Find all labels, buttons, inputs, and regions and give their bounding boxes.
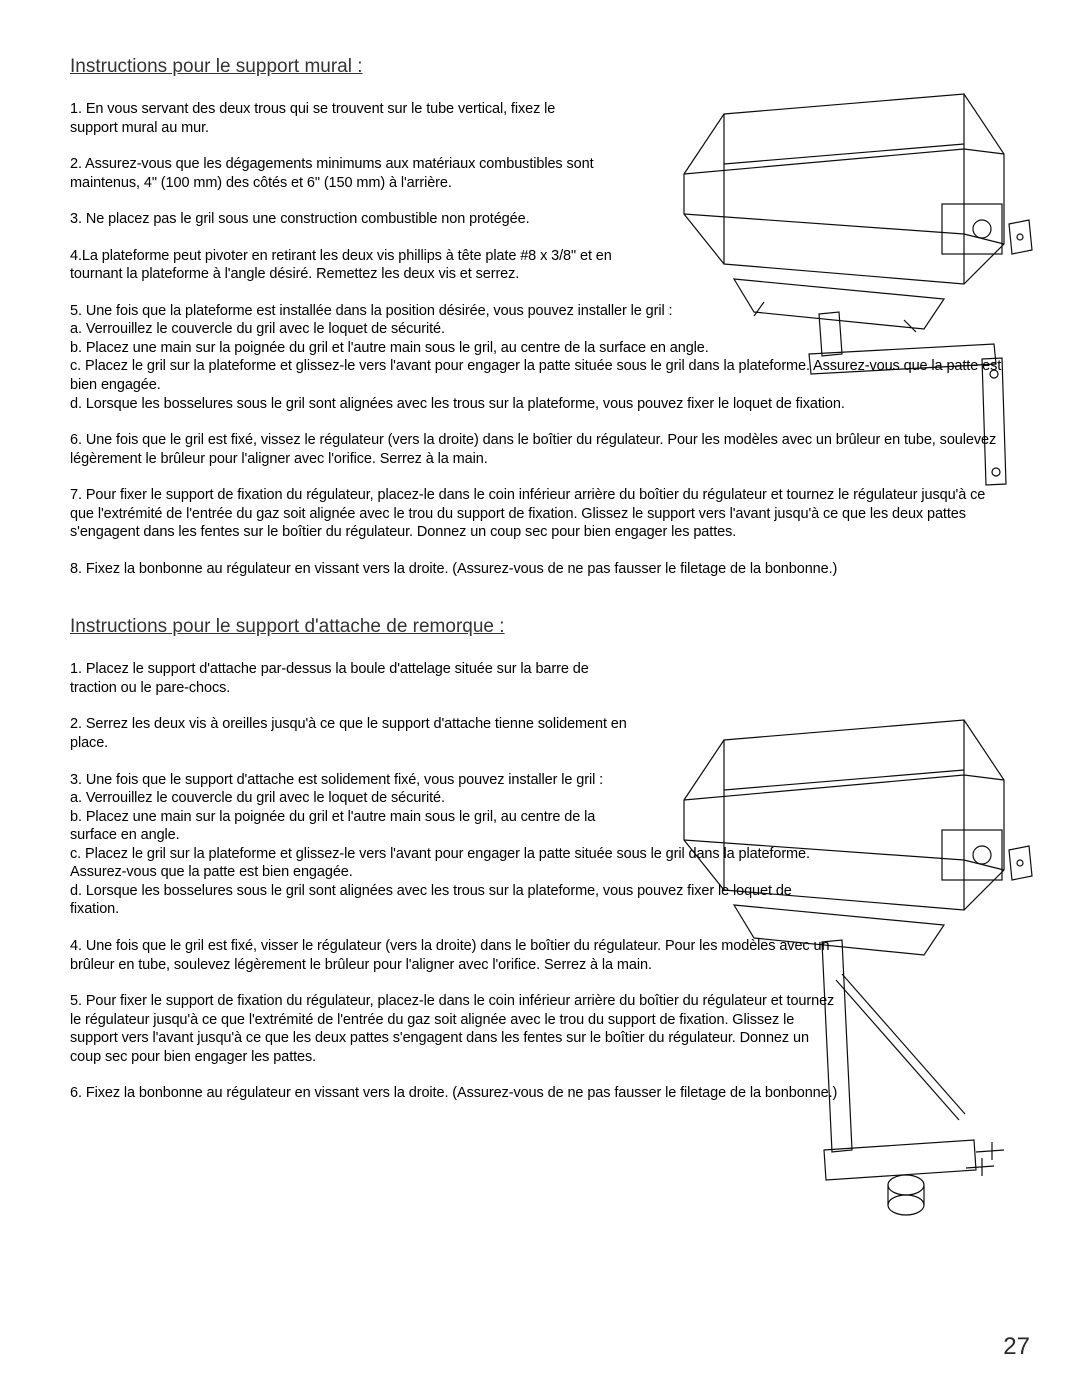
s1-step-5d: d. Lorsque les bosselures sous le gril s… [70,395,1010,414]
s1-step-5a: a. Verrouillez le couvercle du gril avec… [70,320,1010,339]
heading-trailer-hitch: Instructions pour le support d'attache d… [70,616,1010,638]
s2-step-4: 4. Une fois que le gril est fixé, visser… [70,937,840,974]
section-trailer-hitch: Instructions pour le support d'attache d… [70,616,1010,1102]
s2-step-2: 2. Serrez les deux vis à oreilles jusqu'… [70,715,630,752]
s1-step-2: 2. Assurez-vous que les dégagements mini… [70,155,600,192]
s1-step-7: 7. Pour fixer le support de fixation du … [70,486,1010,542]
s1-step-5b: b. Placez une main sur la poignée du gri… [70,339,1010,358]
s1-step-1: 1. En vous servant des deux trous qui se… [70,100,600,137]
s2-step-1: 1. Placez le support d'attache par-dessu… [70,660,630,697]
heading-wall-mount: Instructions pour le support mural : [70,56,1010,78]
s2-step-5: 5. Pour fixer le support de fixation du … [70,992,840,1066]
s2-step-6: 6. Fixez la bonbonne au régulateur en vi… [70,1084,910,1103]
page-number: 27 [1003,1333,1030,1361]
s1-step-5: 5. Une fois que la plateforme est instal… [70,302,800,321]
s2-step-3a: a. Verrouillez le couvercle du gril avec… [70,789,840,808]
s1-step-4: 4.La plateforme peut pivoter en retirant… [70,247,630,284]
s1-step-6: 6. Une fois que le gril est fixé, vissez… [70,431,1010,468]
s2-step-3d: d. Lorsque les bosselures sous le gril s… [70,882,840,919]
s1-step-5c: c. Placez le gril sur la plateforme et g… [70,357,1010,394]
s2-step-3b: b. Placez une main sur la poignée du gri… [70,808,630,845]
s2-step-3-group: 3. Une fois que le support d'attache est… [70,771,840,919]
s1-step-8: 8. Fixez la bonbonne au régulateur en vi… [70,560,1010,579]
s2-step-3: 3. Une fois que le support d'attache est… [70,771,840,790]
s1-step-5-group: 5. Une fois que la plateforme est instal… [70,302,1010,413]
s1-step-3: 3. Ne placez pas le gril sous une constr… [70,210,600,229]
section-wall-mount: Instructions pour le support mural : 1. … [70,56,1010,578]
s2-step-3c: c. Placez le gril sur la plateforme et g… [70,845,840,882]
